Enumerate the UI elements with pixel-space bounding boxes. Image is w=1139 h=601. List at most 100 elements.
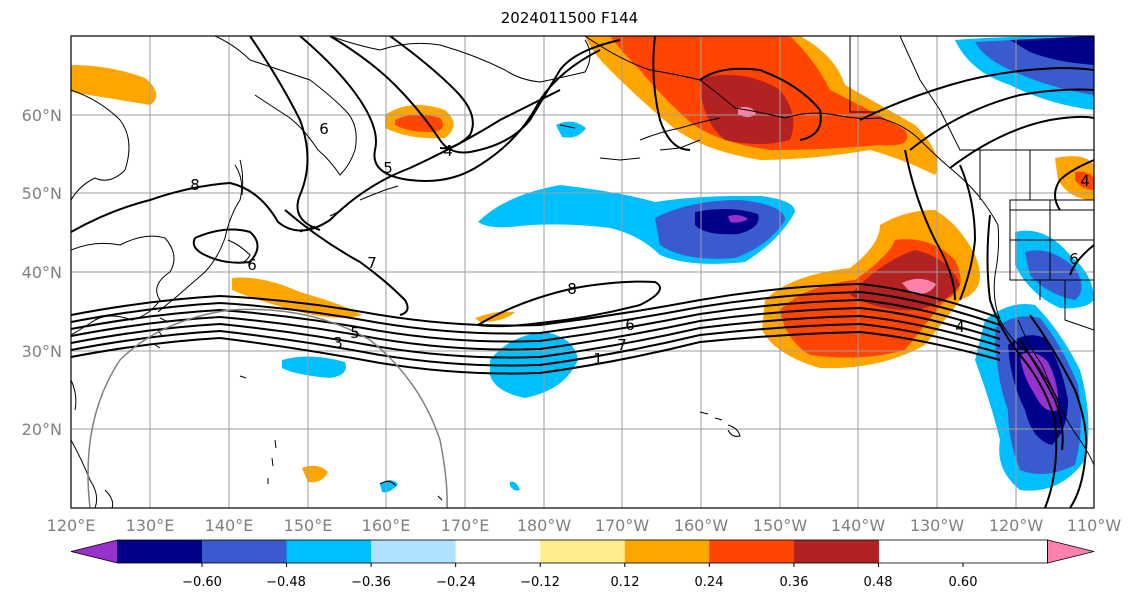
colorbar-label: −0.12 xyxy=(520,575,560,590)
coastline-alaska xyxy=(639,117,721,141)
contour-line xyxy=(249,36,321,231)
border-canada-west xyxy=(899,36,1094,200)
island-marianas xyxy=(267,439,277,484)
negative-anomaly-area xyxy=(510,481,520,491)
negative-anomaly-area xyxy=(695,208,759,235)
graticule xyxy=(71,36,1094,508)
colorbar-labels: −0.60 −0.48 −0.36 −0.24 −0.12 0.12 0.24 … xyxy=(182,575,977,590)
colorbar-swatch xyxy=(202,540,288,563)
colorbar-label: 0.36 xyxy=(780,575,809,590)
longitude-labels: 120°E 130°E 140°E 150°E 160°E 170°E 180°… xyxy=(47,516,1122,535)
lon-label: 150°E xyxy=(284,516,333,535)
contour-label: 6 xyxy=(625,316,635,334)
coastline-asia xyxy=(71,235,175,336)
contour-line xyxy=(71,314,1001,359)
negative-anomaly-area xyxy=(282,356,346,378)
colorbar-swatch xyxy=(455,540,541,563)
contour-line xyxy=(1069,244,1094,276)
range-circle xyxy=(87,308,448,508)
contour-line xyxy=(389,36,474,150)
negative-anomaly-area xyxy=(1025,250,1082,300)
contour-line xyxy=(329,36,621,154)
contour-line xyxy=(949,115,1094,169)
contour-label: 7 xyxy=(617,336,627,354)
lon-label: 140°W xyxy=(831,516,886,535)
colorbar-swatch xyxy=(371,540,457,563)
lon-label: 170°E xyxy=(441,516,490,535)
colorbar-label: 0.24 xyxy=(695,575,724,590)
contour-line xyxy=(71,298,1001,343)
coastline-baja xyxy=(1017,319,1059,401)
contour-line xyxy=(71,322,1001,367)
lon-label: 140°E xyxy=(205,516,254,535)
positive-anomaly-area xyxy=(1055,156,1094,200)
contour-line xyxy=(959,164,977,301)
colorbar-label: 0.48 xyxy=(864,575,893,590)
height-contours xyxy=(71,36,1094,508)
island-hawaii xyxy=(699,411,741,437)
contour-line xyxy=(1019,339,1064,451)
contour-line xyxy=(284,209,409,316)
contour-line xyxy=(71,89,561,233)
contour-labels: 8 6 5 4 6 7 8 6 3 5 1 7 4 4 6 xyxy=(190,120,1090,368)
contour-line xyxy=(192,228,259,264)
colorbar-label: −0.48 xyxy=(266,575,306,590)
colorbar-swatch xyxy=(793,540,879,563)
colorbar-label: 0.12 xyxy=(611,575,640,590)
lon-label: 120°E xyxy=(47,516,96,535)
colorbar-extend-max xyxy=(1047,539,1095,564)
lon-label: 160°E xyxy=(362,516,411,535)
colorbar-label: −0.24 xyxy=(436,575,476,590)
contour-label: 4 xyxy=(443,142,453,160)
map-title: 2024011500 F144 xyxy=(500,9,639,27)
plot-frame xyxy=(70,35,1095,509)
lon-label: 170°W xyxy=(595,516,650,535)
positive-anomaly-area xyxy=(902,278,936,295)
contour-label: 1 xyxy=(593,350,603,368)
lon-label: 150°W xyxy=(753,516,808,535)
lat-label: 40°N xyxy=(22,263,62,282)
contour-line xyxy=(859,66,1094,121)
contour-line xyxy=(71,290,1001,335)
lon-label: 120°W xyxy=(989,516,1044,535)
contour-label: 8 xyxy=(567,280,577,298)
contour-line xyxy=(1054,159,1094,211)
negative-anomaly-area xyxy=(728,215,748,223)
contour-label: 5 xyxy=(350,324,360,342)
positive-anomaly-area xyxy=(850,250,960,311)
lon-label: 130°E xyxy=(126,516,175,535)
lon-label: 180°W xyxy=(517,516,572,535)
plot-area: 8 6 5 4 6 7 8 6 3 5 1 7 4 4 6 xyxy=(71,36,1094,508)
contour-line xyxy=(71,282,1001,327)
lat-label: 60°N xyxy=(22,106,62,125)
colorbar xyxy=(70,539,1095,567)
negative-anomaly-area xyxy=(1010,36,1094,65)
contour-label: 8 xyxy=(190,176,200,194)
colorbar-frame xyxy=(117,539,1048,564)
lon-label: 110°W xyxy=(1067,516,1122,535)
positive-anomaly-area xyxy=(71,65,157,105)
colorbar-label: −0.60 xyxy=(182,575,222,590)
border-states xyxy=(1009,200,1094,331)
coastline-philippines xyxy=(71,379,114,508)
lon-label: 160°W xyxy=(674,516,729,535)
coastline-siberia xyxy=(329,36,591,83)
colorbar-swatch xyxy=(624,540,710,563)
contour-label: 4 xyxy=(955,318,965,336)
contour-label: 3 xyxy=(333,334,343,352)
coastline-alaska xyxy=(584,36,999,226)
colorbar-label: −0.36 xyxy=(351,575,391,590)
colorbar-swatch xyxy=(117,540,203,563)
lon-label: 130°W xyxy=(910,516,965,535)
contour-label: 7 xyxy=(367,254,377,272)
contour-label: 6 xyxy=(247,256,257,274)
positive-anomaly-area xyxy=(232,277,362,318)
colorbar-extend-min xyxy=(70,539,118,564)
island-small xyxy=(154,317,443,501)
colorbar-swatch xyxy=(540,540,626,563)
contour-line xyxy=(986,214,1058,508)
contour-line xyxy=(1029,314,1088,508)
colorbar-swatch xyxy=(709,540,795,563)
contour-label: 5 xyxy=(383,159,393,177)
lat-label: 30°N xyxy=(22,342,62,361)
